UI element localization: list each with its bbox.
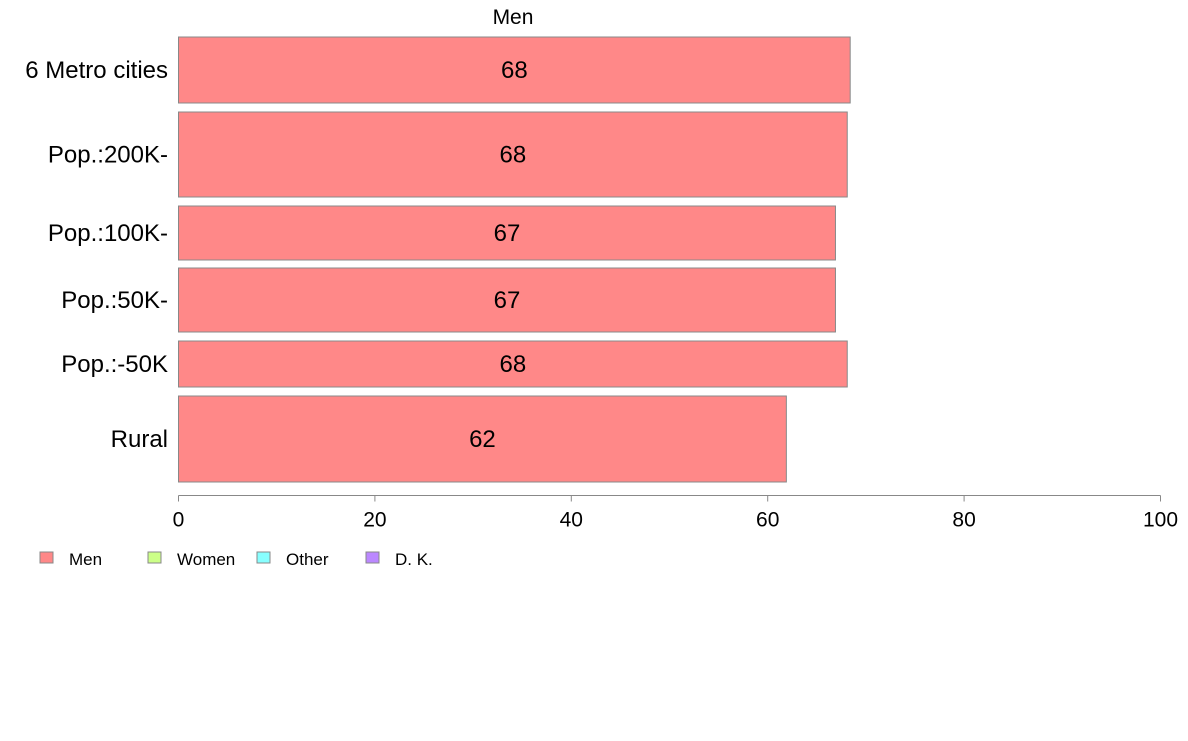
data-label: 68: [500, 351, 527, 378]
bar: [178, 205, 836, 261]
x-tick-label: 0: [173, 509, 185, 532]
category-label: 6 Metro cities: [25, 57, 168, 84]
bar: [178, 395, 787, 483]
bars: 68 6 Metro cities 68 Pop.:200K- 67 Pop.:100K-…: [25, 36, 851, 483]
category-label: Pop.:100K-: [48, 220, 168, 247]
chart-title: Men: [493, 6, 534, 29]
legend-swatch: [256, 551, 271, 564]
legend-label: Other: [286, 550, 329, 569]
bar: [178, 267, 836, 333]
bar: [178, 340, 848, 388]
legend-label: Women: [177, 550, 235, 569]
legend-swatch: [147, 551, 162, 564]
x-tick-label: 40: [560, 509, 583, 532]
x-tick-label: 20: [363, 509, 386, 532]
data-label: 68: [501, 57, 528, 84]
bar: [178, 111, 848, 198]
legend-swatch: [365, 551, 380, 564]
data-label: 67: [494, 287, 521, 314]
legend-label: D. K.: [395, 550, 433, 569]
x-tick-label: 100: [1143, 509, 1178, 532]
data-label: 62: [469, 426, 496, 453]
category-label: Rural: [111, 426, 168, 453]
data-label: 67: [494, 220, 521, 247]
legend-label: Men: [69, 550, 102, 569]
category-label: Pop.:-50K: [61, 351, 168, 378]
category-label: Pop.:50K-: [61, 287, 168, 314]
x-tick-label: 80: [952, 509, 975, 532]
category-label: Pop.:200K-: [48, 142, 168, 169]
legend-swatch: [39, 551, 54, 564]
data-label: 68: [500, 142, 527, 169]
x-axis: 0 20 40 60 80 100: [173, 495, 1178, 532]
bar: [178, 36, 851, 104]
legend: Men Women Other D. K.: [39, 550, 433, 569]
x-tick-label: 60: [756, 509, 779, 532]
